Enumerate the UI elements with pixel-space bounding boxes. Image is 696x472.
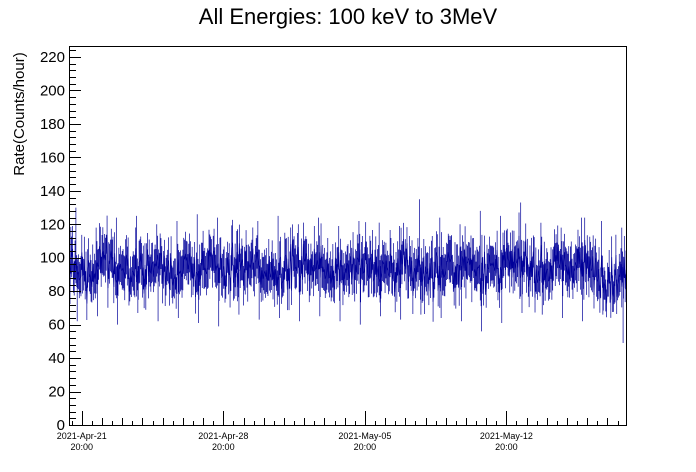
y-tick-label: 40 (48, 350, 65, 367)
x-tick-time: 20:00 (71, 442, 94, 452)
x-tick-date: 2021-Apr-21 (57, 431, 107, 441)
x-tick-date: 2021-Apr-28 (198, 431, 248, 441)
y-tick-label: 220 (40, 49, 65, 66)
y-tick-label: 80 (48, 283, 65, 300)
y-tick-label: 60 (48, 317, 65, 334)
chart-title: All Energies: 100 keV to 3MeV (199, 4, 498, 29)
y-tick-label: 140 (40, 183, 65, 200)
y-tick-label: 20 (48, 384, 65, 401)
y-tick-label: 160 (40, 149, 65, 166)
y-tick-label: 100 (40, 250, 65, 267)
x-tick-time: 20:00 (354, 442, 377, 452)
x-axis-ticks: 2021-Apr-2120:002021-Apr-2820:002021-May… (57, 411, 619, 452)
rate-series-line (69, 234, 627, 304)
x-tick-date: 2021-May-12 (480, 431, 533, 441)
y-axis-ticks: 0 20 40 60 80 100 120 140 160 180 200 220 (40, 49, 81, 434)
x-tick-time: 20:00 (495, 442, 518, 452)
y-axis-title: Rate(Counts/hour) (11, 52, 28, 175)
y-tick-label: 0 (57, 417, 65, 434)
x-tick-time: 20:00 (212, 442, 235, 452)
x-tick-date: 2021-May-05 (338, 431, 391, 441)
y-tick-label: 120 (40, 216, 65, 233)
y-tick-label: 200 (40, 82, 65, 99)
plot-frame (69, 46, 627, 426)
y-tick-label: 180 (40, 116, 65, 133)
